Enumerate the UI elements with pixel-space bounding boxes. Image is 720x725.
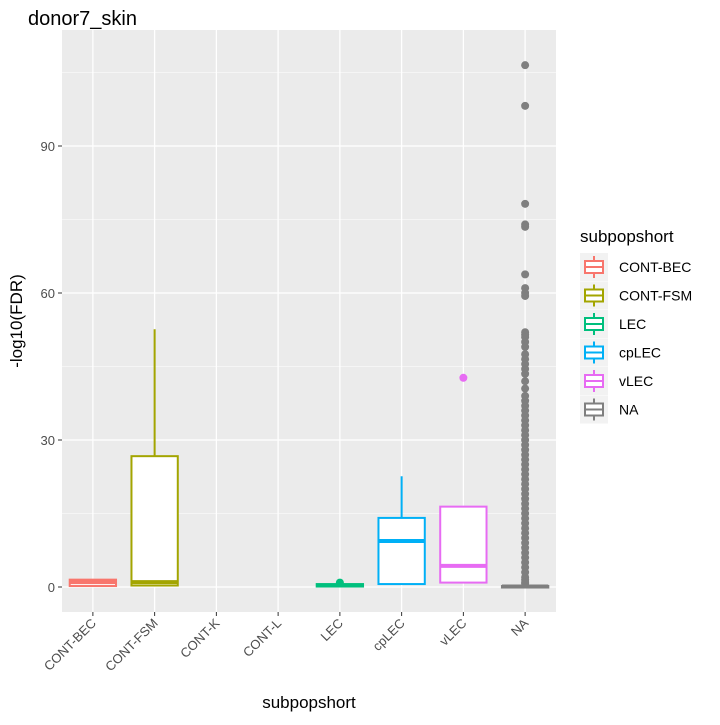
box xyxy=(439,505,488,584)
outlier-point xyxy=(521,199,530,208)
outlier-point xyxy=(521,101,530,110)
box-vLEC xyxy=(439,373,488,584)
x-axis-label: subpopshort xyxy=(262,693,356,712)
outlier-point xyxy=(459,373,468,382)
x-tick-label: CONT-FSM xyxy=(102,616,161,675)
outlier-point xyxy=(521,222,530,231)
outlier-point xyxy=(521,342,530,351)
x-tick-label: LEC xyxy=(318,616,346,644)
x-tick-label: NA xyxy=(508,615,532,639)
x-tick-label: CONT-K xyxy=(177,615,223,661)
x-tick-label: CONT-L xyxy=(240,616,284,660)
outlier-point xyxy=(521,61,530,70)
outlier-point xyxy=(521,384,530,393)
x-tick-label: vLEC xyxy=(436,616,469,649)
x-tick-label: CONT-BEC xyxy=(41,616,99,674)
box-NA xyxy=(500,61,550,589)
outlier-point xyxy=(521,291,530,300)
box-LEC xyxy=(315,578,365,588)
box-cpLEC xyxy=(377,476,426,586)
legend-title: subpopshort xyxy=(580,227,674,246)
y-tick-label: 60 xyxy=(41,286,55,301)
outlier-point xyxy=(335,578,344,587)
y-tick-label: 30 xyxy=(41,433,55,448)
legend-label: LEC xyxy=(619,316,646,332)
outlier-point xyxy=(521,369,530,378)
legend-label: NA xyxy=(619,402,639,418)
y-tick-label: 90 xyxy=(41,139,55,154)
box-CONT-FSM xyxy=(130,329,179,587)
x-tick-label: cpLEC xyxy=(370,616,408,654)
legend-label: CONT-BEC xyxy=(619,259,691,275)
outlier-point xyxy=(521,579,530,588)
legend-label: cpLEC xyxy=(619,345,661,361)
outlier-point xyxy=(521,270,530,279)
y-axis-label: -log10(FDR) xyxy=(7,274,26,368)
box xyxy=(130,455,179,587)
y-tick-label: 0 xyxy=(48,580,55,595)
legend-label: vLEC xyxy=(619,373,653,389)
box xyxy=(377,516,426,586)
outlier-point xyxy=(521,377,530,386)
chart-title: donor7_skin xyxy=(28,8,137,30)
legend-label: CONT-FSM xyxy=(619,288,692,304)
box-CONT-BEC xyxy=(68,578,118,588)
